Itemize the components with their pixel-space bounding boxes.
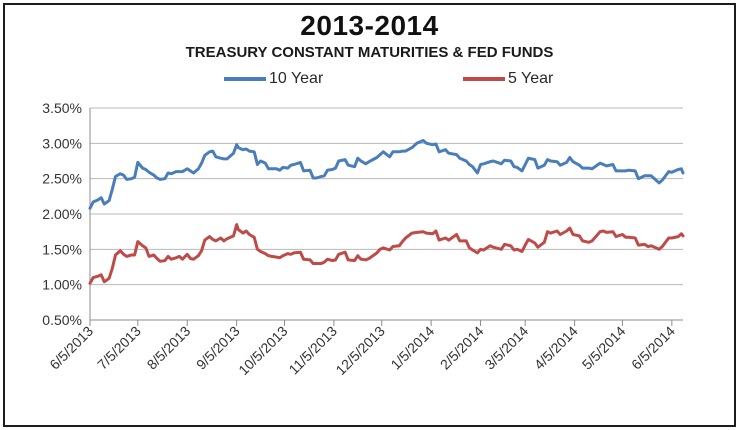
y-tick-label: 1.00% xyxy=(42,277,82,293)
legend-item-10-year: 10 Year xyxy=(224,68,323,90)
x-tick-label: 12/5/2013 xyxy=(332,323,388,379)
series-line-5-year xyxy=(88,223,685,285)
x-tick-label: 3/5/2014 xyxy=(481,323,531,373)
y-axis: 0.50% 1.00% 1.50% 2.00% 2.50% 3.00% 3.50% xyxy=(42,100,82,328)
legend-label-10-year: 10 Year xyxy=(269,70,324,87)
y-tick-label: 2.50% xyxy=(42,171,82,187)
gridlines xyxy=(89,107,683,321)
legend-label-5-year: 5 Year xyxy=(508,70,554,87)
chart-subtitle: TREASURY CONSTANT MATURITIES & FED FUNDS xyxy=(185,44,554,61)
legend-swatch-5-year xyxy=(463,77,505,81)
x-tick-label: 6/5/2013 xyxy=(46,323,96,373)
x-tick-label: 9/5/2013 xyxy=(193,323,243,373)
y-tick-label: 1.50% xyxy=(42,241,82,257)
chart-title: 2013-2014 xyxy=(300,10,439,41)
y-tick-label: 0.50% xyxy=(42,312,82,328)
chart-frame xyxy=(3,3,736,427)
x-tick-label: 8/5/2013 xyxy=(144,323,194,373)
x-tick-label: 6/5/2014 xyxy=(628,323,678,373)
x-tick-label: 7/5/2013 xyxy=(94,323,144,373)
series-line-10-year xyxy=(88,139,685,210)
y-tick-label: 3.50% xyxy=(42,100,82,116)
x-tick-label: 1/5/2014 xyxy=(387,323,437,373)
legend-item-5-year: 5 Year xyxy=(463,68,553,90)
x-tick-label: 11/5/2013 xyxy=(285,323,340,378)
series-lines xyxy=(88,139,685,285)
x-tick-label: 10/5/2013 xyxy=(235,323,291,379)
x-tick-label: 2/5/2014 xyxy=(437,323,487,373)
x-tick-label: 5/5/2014 xyxy=(579,323,629,373)
y-tick-label: 2.00% xyxy=(42,206,82,222)
legend-swatch-10-year xyxy=(224,77,266,81)
y-tick-label: 3.00% xyxy=(42,135,82,151)
x-tick-label: 4/5/2014 xyxy=(531,323,581,373)
